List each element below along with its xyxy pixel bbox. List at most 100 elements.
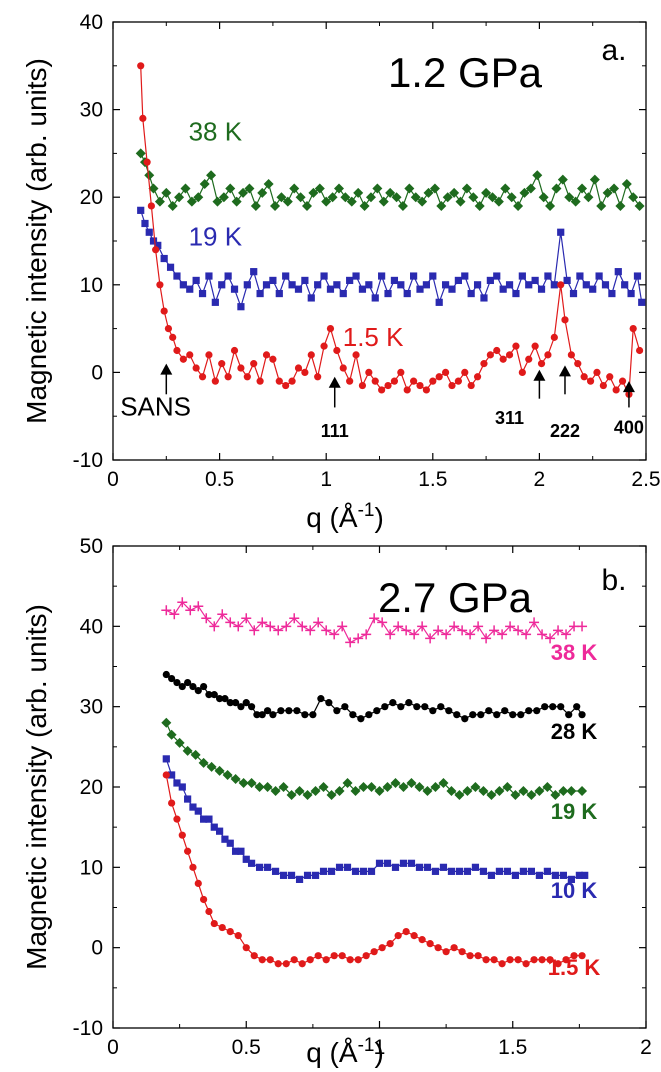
data-point	[544, 351, 552, 359]
data-point	[320, 272, 328, 280]
data-point	[200, 895, 208, 904]
data-point	[566, 786, 577, 797]
data-point	[226, 839, 234, 847]
series-38-k: 38 K	[135, 116, 645, 211]
data-point	[518, 368, 526, 376]
data-point	[538, 956, 546, 964]
data-point	[506, 956, 514, 964]
data-point	[352, 272, 360, 280]
data-point	[205, 351, 213, 359]
data-point	[381, 703, 389, 711]
data-point	[333, 707, 341, 715]
data-point	[553, 625, 564, 636]
data-point	[511, 871, 520, 879]
data-point	[570, 196, 581, 207]
data-point	[561, 629, 572, 640]
data-point	[354, 956, 362, 964]
data-point	[541, 703, 549, 711]
data-point	[246, 777, 257, 788]
arrow-head	[533, 369, 546, 381]
y-axis-label: Magnetic intensity (arb. units)	[21, 58, 52, 424]
data-point	[439, 863, 448, 871]
data-point	[369, 613, 380, 624]
data-point	[289, 613, 300, 624]
data-point	[160, 307, 168, 315]
y-tick-label: 10	[80, 274, 103, 297]
data-point	[391, 192, 402, 203]
data-point	[238, 187, 249, 198]
data-point	[493, 711, 501, 719]
data-point	[454, 790, 465, 801]
data-point	[161, 187, 172, 198]
annotation-label: 311	[495, 408, 524, 428]
data-point	[198, 289, 207, 298]
data-point	[279, 871, 288, 879]
data-point	[206, 170, 217, 181]
data-point	[271, 867, 280, 875]
data-point	[499, 285, 507, 293]
data-point	[481, 187, 492, 198]
data-point	[538, 192, 549, 203]
data-point	[189, 682, 197, 691]
data-point	[349, 711, 357, 719]
data-point	[525, 281, 533, 289]
data-point	[614, 268, 622, 276]
data-point	[294, 364, 303, 372]
data-point	[450, 944, 458, 952]
data-point	[275, 377, 283, 385]
data-point	[546, 956, 554, 964]
data-point	[194, 687, 202, 695]
data-point	[545, 633, 556, 644]
data-point	[486, 351, 494, 359]
data-point	[254, 782, 265, 792]
data-point	[161, 717, 172, 728]
data-point	[474, 952, 482, 960]
data-point	[558, 786, 569, 797]
data-point	[473, 621, 484, 632]
data-point	[390, 777, 401, 788]
data-point	[448, 285, 456, 293]
data-point	[518, 272, 526, 280]
data-point	[569, 289, 578, 298]
data-point	[448, 381, 456, 390]
chart-title: 1.2 GPa	[388, 49, 543, 96]
data-point	[365, 192, 376, 203]
data-point	[162, 755, 170, 763]
data-point	[449, 621, 460, 632]
data-point	[455, 196, 466, 207]
data-point	[467, 381, 475, 390]
data-point	[467, 289, 475, 298]
data-point	[269, 355, 277, 363]
data-point	[169, 609, 180, 620]
data-point	[330, 952, 338, 960]
data-point	[210, 691, 218, 699]
data-point	[250, 360, 258, 368]
data-point	[194, 807, 202, 815]
series-28-k: 28 K	[162, 670, 597, 744]
data-point	[551, 871, 559, 879]
x-tick-label: 2	[640, 1036, 652, 1059]
series-label: 1.5 K	[548, 955, 601, 980]
data-point	[589, 174, 600, 185]
data-point	[200, 682, 208, 691]
data-point	[391, 863, 400, 871]
data-point	[577, 621, 588, 632]
data-point	[198, 757, 209, 768]
data-point	[415, 863, 424, 871]
data-point	[633, 272, 642, 280]
data-point	[262, 782, 273, 792]
data-point	[238, 777, 249, 788]
data-point	[513, 625, 524, 636]
data-point	[403, 386, 411, 394]
data-point	[559, 871, 567, 879]
data-point	[218, 923, 226, 932]
data-point	[298, 960, 306, 968]
data-point	[169, 333, 177, 341]
data-point	[166, 729, 177, 740]
data-point	[397, 703, 405, 711]
data-point	[167, 200, 178, 211]
data-point	[314, 952, 322, 960]
data-point	[394, 932, 402, 940]
annotation-label: SANS	[120, 391, 191, 421]
data-point	[247, 703, 256, 711]
